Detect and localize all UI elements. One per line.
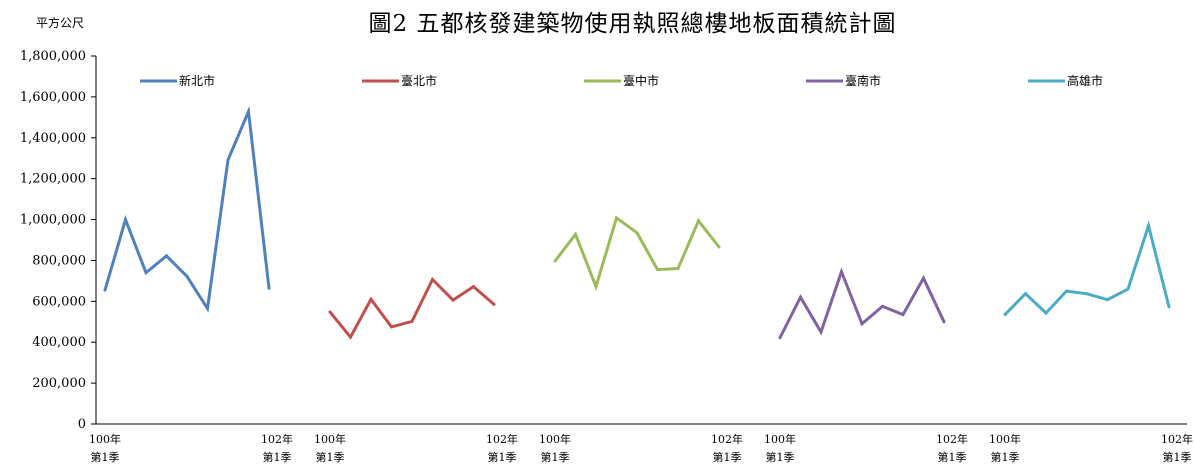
data-point	[103, 288, 107, 292]
data-point	[574, 232, 577, 236]
data-point	[1003, 313, 1007, 317]
y-tick-label: 400,000	[32, 335, 86, 350]
data-point	[819, 330, 823, 334]
data-point	[1167, 305, 1171, 309]
data-point	[1044, 311, 1048, 315]
data-point	[349, 335, 352, 339]
chart-title: 圖2 五都核發建築物使用執照總樓地板面積統計圖	[368, 11, 897, 37]
data-point	[1024, 292, 1027, 296]
y-tick-label: 0	[78, 417, 86, 432]
data-point	[492, 302, 496, 306]
series-line-1	[103, 105, 271, 313]
data-point	[615, 216, 618, 220]
y-tick-label: 1,200,000	[20, 172, 86, 187]
data-point	[410, 319, 414, 323]
data-point	[635, 231, 639, 235]
series-line-2	[328, 276, 495, 340]
data-point	[799, 295, 802, 299]
data-point	[1106, 298, 1109, 302]
y-tick-label: 800,000	[32, 253, 86, 268]
data-point	[717, 245, 721, 249]
data-point	[1085, 292, 1089, 296]
x-tick-label-year: 102年	[1161, 432, 1193, 446]
data-point	[247, 110, 250, 114]
data-point	[860, 322, 864, 326]
x-tick-label-year: 102年	[486, 432, 518, 446]
legend-label: 臺中市	[623, 73, 659, 88]
series-line-5	[1003, 220, 1171, 316]
x-tick-label-quarter: 第1季	[766, 450, 795, 464]
data-point	[472, 285, 475, 289]
data-point	[656, 268, 659, 272]
x-tick-label-quarter: 第1季	[541, 450, 570, 464]
x-tick-label-quarter: 第1季	[263, 450, 292, 464]
y-axis-unit-label: 平方公尺	[36, 16, 85, 30]
data-point	[226, 158, 230, 162]
data-point	[594, 285, 598, 289]
data-point	[1147, 224, 1150, 228]
data-point	[553, 259, 557, 263]
data-point	[431, 278, 434, 281]
x-tick-label-year: 100年	[539, 432, 571, 446]
x-tick-label-year: 102年	[936, 432, 968, 446]
data-point	[124, 218, 127, 222]
data-point	[165, 254, 168, 258]
y-tick-label: 600,000	[32, 294, 86, 309]
data-point	[144, 271, 148, 275]
data-point	[451, 298, 455, 302]
x-tick-label-quarter: 第1季	[938, 450, 967, 464]
data-point	[206, 307, 209, 310]
x-tick-label-year: 102年	[711, 432, 743, 446]
x-tick-label-year: 100年	[89, 432, 121, 446]
x-tick-label-year: 100年	[764, 432, 796, 446]
x-tick-label-quarter: 第1季	[991, 450, 1020, 464]
data-point	[840, 270, 843, 274]
x-tick-label-year: 102年	[261, 432, 293, 446]
series-line-4	[778, 267, 946, 339]
x-tick-label-quarter: 第1季	[488, 450, 517, 464]
series-line-3	[553, 215, 721, 292]
data-point	[922, 276, 925, 280]
data-point	[1065, 289, 1068, 293]
y-tick-label: 200,000	[32, 376, 86, 391]
data-point	[369, 297, 373, 301]
data-point	[676, 267, 680, 271]
x-tick-label-year: 100年	[314, 432, 346, 446]
data-point	[901, 313, 905, 317]
x-tick-label-quarter: 第1季	[91, 450, 120, 464]
data-point	[1126, 287, 1130, 291]
data-point	[390, 325, 393, 329]
x-tick-label-quarter: 第1季	[713, 450, 742, 464]
legend-label: 臺南市	[845, 73, 881, 88]
y-tick-label: 1,800,000	[20, 49, 86, 64]
legend-label: 高雄市	[1067, 73, 1103, 88]
data-point	[778, 336, 782, 340]
legend-label: 新北市	[179, 73, 215, 88]
x-tick-label-quarter: 第1季	[316, 450, 345, 464]
data-point	[328, 310, 332, 314]
legend-label: 臺北市	[401, 73, 437, 88]
x-tick-label-quarter: 第1季	[1163, 450, 1192, 464]
y-tick-label: 1,400,000	[20, 131, 86, 146]
data-point	[881, 304, 884, 308]
data-point	[697, 219, 700, 223]
data-point	[185, 274, 189, 278]
data-point	[267, 286, 271, 290]
x-tick-label-year: 100年	[989, 432, 1021, 446]
y-tick-label: 1,600,000	[20, 90, 86, 105]
y-tick-label: 1,000,000	[20, 213, 86, 228]
data-point	[942, 320, 946, 324]
